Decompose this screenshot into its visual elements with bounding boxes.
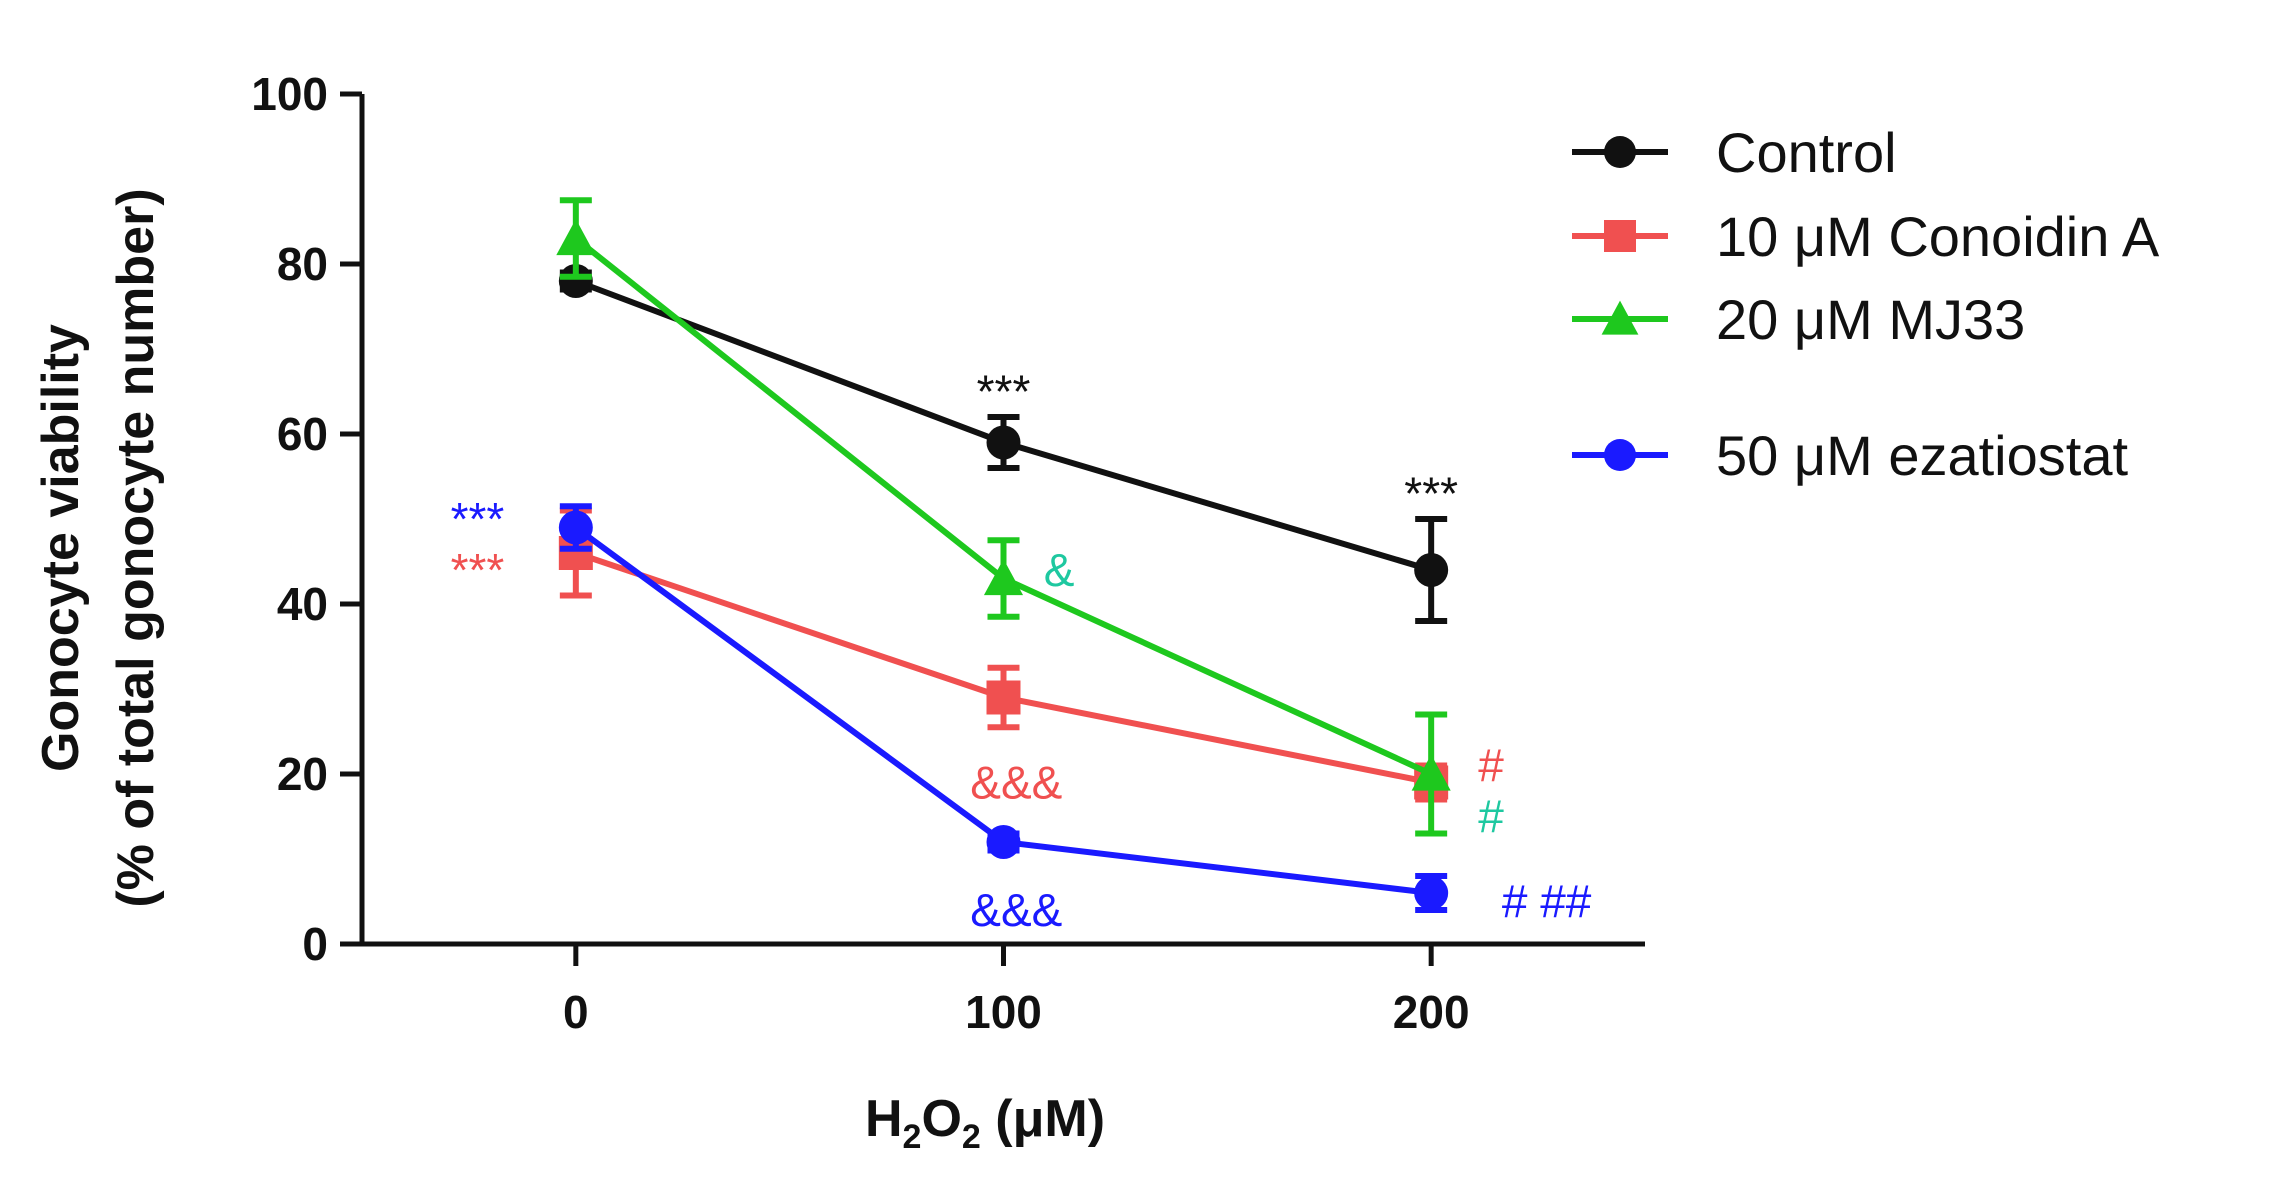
series-2 (556, 197, 1451, 837)
y-tick-label-60: 60 (277, 408, 328, 460)
legend-marker-1 (1604, 220, 1636, 252)
legend-label-2: 20 μM MJ33 (1716, 288, 2025, 351)
significance-annotation-7: # (1478, 740, 1504, 792)
legend-label-1: 10 μM Conoidin A (1716, 205, 2160, 268)
data-point-1-1 (986, 680, 1021, 715)
significance-annotation-1: *** (1404, 468, 1458, 520)
legend-marker-0 (1604, 136, 1636, 168)
legend-item-2: 20 μM MJ33 (1572, 288, 2025, 351)
y-axis-title-line1: Gonocyte viability (32, 324, 90, 772)
x-axis-title-sub2: 2 (962, 1118, 981, 1156)
x-tick-label-0: 0 (563, 986, 589, 1038)
y-tick-label-80: 80 (277, 238, 328, 290)
y-tick-label-100: 100 (251, 68, 328, 120)
y-axis-title-line2: (% of total gonocyte number) (107, 188, 165, 907)
significance-annotation-8: # (1478, 791, 1504, 843)
significance-annotation-4: & (1044, 544, 1075, 596)
data-point-2-1 (983, 558, 1024, 596)
x-axis-title: H2O2 (μM) (865, 1090, 1105, 1156)
significance-annotation-9: # ## (1502, 876, 1592, 928)
legend: Control 10 μM Conoidin A 20 μM MJ33 50 μM e… (1572, 121, 2160, 487)
data-point-0-1 (986, 425, 1021, 460)
data-point-2-0 (556, 218, 596, 256)
x-tick-label-200: 200 (1393, 986, 1470, 1038)
x-tick-label-100: 100 (965, 986, 1042, 1038)
legend-item-3: 50 μM ezatiostat (1572, 424, 2128, 487)
x-axis-title-suffix: (μM) (981, 1090, 1105, 1148)
significance-annotation-5: &&& (970, 757, 1062, 809)
data-point-2-2 (1411, 754, 1451, 791)
series-0 (558, 264, 1449, 624)
x-axis-title-prefix: H (865, 1090, 903, 1148)
significance-annotation-3: *** (451, 544, 505, 596)
annotations-layer: ************ &&&&&&&### ## (451, 366, 1592, 937)
data-point-0-0 (558, 264, 593, 298)
legend-label-0: Control (1716, 121, 1897, 184)
axes: 0 20 40 60 80 100 0 100 200 (251, 68, 1645, 1038)
legend-item-1: 10 μM Conoidin A (1572, 205, 2160, 268)
x-axis-title-sub1: 2 (903, 1118, 922, 1156)
data-point-0-2 (1414, 553, 1449, 587)
data-point-3-1 (986, 825, 1021, 859)
legend-marker-2 (1601, 300, 1639, 335)
significance-annotation-0: *** (977, 366, 1031, 418)
y-tick-label-20: 20 (277, 748, 328, 800)
legend-label-3: 50 μM ezatiostat (1716, 424, 2128, 487)
x-axis-title-mid: O (921, 1090, 961, 1148)
y-tick-label-0: 0 (302, 918, 328, 970)
legend-item-0: Control (1572, 121, 1897, 184)
data-point-3-0 (558, 510, 593, 545)
series-3 (558, 503, 1449, 913)
series-layer (556, 197, 1451, 913)
data-point-3-2 (1414, 876, 1449, 910)
significance-annotation-2: *** (451, 493, 505, 545)
y-tick-label-40: 40 (277, 578, 328, 630)
legend-marker-3 (1604, 439, 1636, 471)
significance-annotation-6: &&& (970, 884, 1062, 936)
